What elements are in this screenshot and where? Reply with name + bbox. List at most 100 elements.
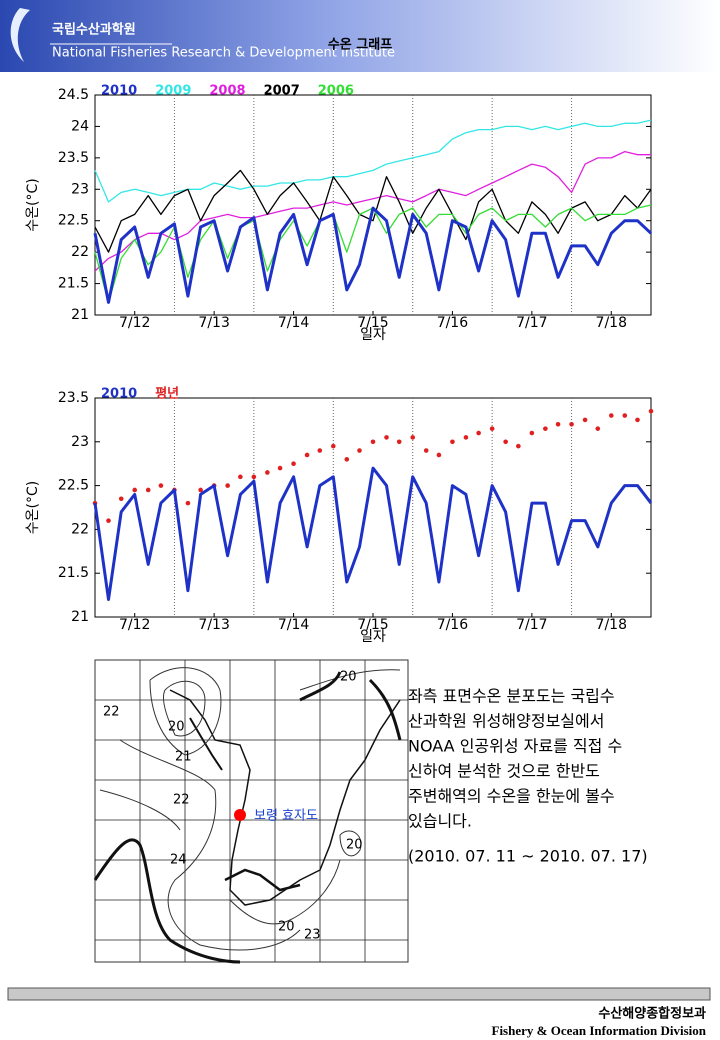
y-tick-label: 22	[71, 521, 89, 537]
legend-entry: 2008	[209, 84, 245, 99]
x-tick-label: 7/13	[198, 315, 229, 331]
x-tick-label: 7/16	[437, 315, 469, 331]
y-tick-label: 21	[71, 609, 89, 625]
footer-division: 수산해양종합정보과	[598, 1006, 706, 1022]
data-dot	[608, 413, 614, 418]
data-dot	[543, 426, 548, 431]
legend-entry: 2010	[101, 84, 137, 99]
data-dot	[277, 465, 283, 471]
plot-frame	[94, 397, 652, 618]
x-tick-label: 7/12	[119, 315, 150, 331]
contour-label: 20	[340, 670, 357, 685]
data-dot	[357, 448, 362, 453]
y-tick-label: 23.5	[58, 390, 89, 406]
data-dot	[158, 483, 164, 488]
x-tick-label: 7/18	[596, 617, 627, 633]
contour-label: 21	[175, 750, 192, 765]
data-dot	[145, 487, 151, 493]
y-tick-label: 22	[71, 244, 89, 260]
description-line: 있습니다.	[408, 812, 472, 831]
data-dot	[265, 470, 270, 475]
data-dot	[317, 448, 323, 453]
y-tick-label: 24	[71, 118, 89, 134]
y-tick-label: 22.5	[58, 213, 89, 229]
legend-entry: 2010	[101, 387, 137, 402]
x-tick-label: 7/12	[119, 617, 150, 633]
thick-contour	[93, 838, 241, 964]
x-tick-label: 7/14	[278, 315, 310, 331]
station-dot	[234, 809, 246, 821]
org-name: 국립수산과학원	[52, 22, 136, 38]
chart: 21 21.5 22 22.5 23 23.5 7/12 7/13 7/14 7/15 7/16 7/…	[25, 386, 654, 645]
contour-label: 20	[346, 838, 363, 853]
legend-entry: 2009	[155, 84, 191, 99]
data-dot	[330, 443, 336, 449]
y-tick-label: 23	[71, 434, 89, 450]
chart: 21 21.5 22 22.5 23 23.5 24 24.5 7/12 7/13 7/14 7/15…	[25, 84, 653, 343]
data-dot	[410, 435, 416, 440]
description: 좌측 표면수온 분포도는 국립수 산과학원 위성해양정보실에서 NOAA 인공위…	[408, 687, 648, 866]
y-tick-label: 24.5	[58, 87, 89, 103]
footer-division-en: Fishery & Ocean Information Division	[492, 1023, 707, 1038]
contour-label: 22	[173, 793, 190, 808]
series-line	[93, 206, 653, 304]
data-dot	[595, 426, 601, 431]
station-label: 보령 효자도	[254, 809, 318, 824]
description-line: 신하여 분석한 것으로 한반도	[408, 762, 600, 781]
contour-label: 20	[278, 920, 295, 935]
data-dot	[106, 518, 111, 523]
org-name-en: National Fisheries Research & Developmen…	[52, 46, 395, 61]
y-tick-label: 21.5	[58, 276, 89, 292]
data-dot	[238, 474, 243, 480]
series-line	[93, 466, 653, 601]
data-dot	[396, 439, 402, 445]
data-dot	[384, 435, 389, 440]
logo-mark	[10, 8, 30, 62]
y-tick-label: 23	[71, 181, 89, 197]
data-dot	[225, 483, 230, 488]
data-dot	[436, 452, 442, 458]
data-dot	[463, 435, 469, 440]
thick-contour	[299, 671, 402, 741]
y-tick-label: 23.5	[58, 150, 89, 166]
data-dot	[291, 461, 296, 467]
description-line: NOAA 인공위성 자료를 직접 수	[408, 737, 622, 756]
legend-entry: 2006	[318, 84, 354, 99]
data-dot	[503, 439, 508, 445]
coastline	[169, 689, 401, 906]
x-tick-label: 7/17	[516, 617, 547, 633]
description-line: 좌측 표면수온 분포도는 국립수	[408, 687, 615, 706]
sst-map: 20 20 21 22 22 24 20 20 23 보령 효자도	[93, 659, 409, 964]
data-dot	[489, 426, 495, 431]
data-dot	[198, 487, 203, 493]
x-tick-label: 7/18	[596, 315, 627, 331]
y-tick-label: 21	[71, 307, 89, 323]
contour-label: 22	[103, 705, 120, 720]
data-dot	[622, 413, 628, 418]
data-dot	[423, 448, 429, 453]
contour-label: 24	[170, 853, 187, 868]
contour-label: 23	[304, 928, 321, 943]
y-tick-label: 21.5	[58, 565, 89, 581]
series-line	[94, 169, 652, 253]
contour-label: 20	[168, 720, 185, 735]
y-axis-label: 수온(°C)	[25, 481, 41, 534]
map-frame	[94, 659, 409, 963]
data-dot	[370, 439, 376, 445]
x-axis-label: 일자	[360, 629, 386, 645]
description-line: 주변해역의 수온을 한눈에 볼수	[408, 787, 615, 806]
x-tick-label: 7/17	[516, 315, 547, 331]
data-dot	[635, 417, 640, 423]
data-dot	[251, 474, 257, 480]
data-dot	[582, 417, 588, 423]
data-dot	[516, 443, 521, 449]
y-axis-label: 수온(°C)	[25, 178, 41, 231]
data-dot	[132, 487, 138, 493]
x-tick-label: 7/15	[357, 617, 388, 633]
contours	[99, 667, 401, 951]
description-line: 산과학원 위성해양정보실에서	[408, 712, 604, 731]
footer-bar	[7, 987, 711, 1001]
x-axis-label: 일자	[360, 327, 386, 343]
map-grid	[95, 660, 408, 962]
